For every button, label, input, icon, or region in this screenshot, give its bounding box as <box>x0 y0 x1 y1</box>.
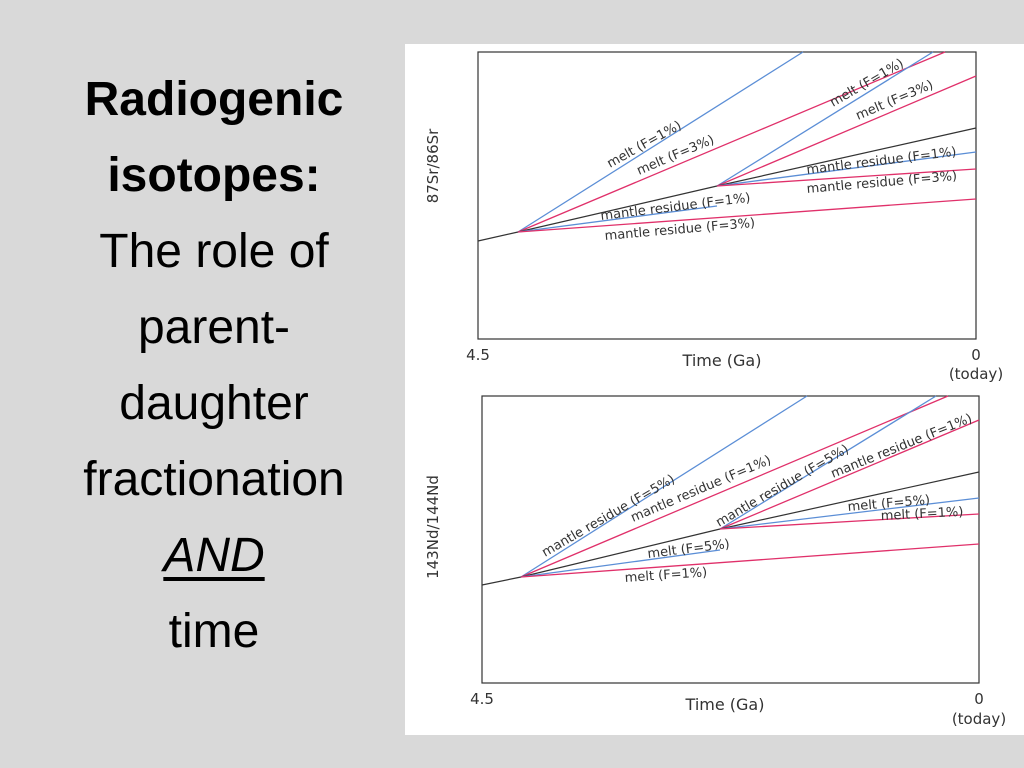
bottom-label-res2-f1: mantle residue (F=1%) <box>829 411 975 481</box>
top-res-f3-line <box>517 205 718 233</box>
bottom-x-end-sub: (today) <box>952 710 1006 728</box>
bottom-x-axis-label: Time (Ga) <box>685 695 765 714</box>
figure-svg: melt (F=1%) melt (F=3%) mantle residue (… <box>424 51 1006 728</box>
top-x-end-tick: 0 <box>971 346 981 364</box>
bottom-x-start-tick: 4.5 <box>470 690 494 708</box>
bottom-late-melt-a-line <box>719 471 980 530</box>
top-late-melt-f3-line <box>716 75 977 187</box>
top-res-f3b-line <box>517 198 977 233</box>
top-plot-frame <box>477 51 977 340</box>
bottom-melt-f5-line <box>520 549 721 578</box>
title-line-1: Radiogenic <box>84 73 344 126</box>
top-initial-line <box>477 231 519 242</box>
title-line-3: The role of <box>99 225 329 278</box>
bottom-plot-frame <box>481 395 980 684</box>
top-late-res-f1-line <box>716 127 977 187</box>
bottom-late-res-f5-line <box>719 395 937 530</box>
bottom-late-melt-f5-line <box>719 497 980 530</box>
top-y-axis-label: 87Sr/86Sr <box>424 128 442 203</box>
top-melt-f1-line <box>517 51 804 233</box>
title-line-7: AND <box>30 518 398 594</box>
bottom-x-end-tick: 0 <box>974 690 984 708</box>
and-emphasis: AND <box>163 529 265 582</box>
top-res-f1-line <box>517 185 718 233</box>
top-x-axis-label: Time (Ga) <box>682 351 762 370</box>
top-late-res-f1b-line <box>716 151 977 187</box>
title-line-2: isotopes: <box>107 149 321 202</box>
top-x-start-tick: 4.5 <box>466 346 490 364</box>
bottom-res-f5-line <box>520 395 808 578</box>
bottom-label-melt2-f5: melt (F=5%) <box>847 493 931 515</box>
top-late-melt-f1-line <box>716 51 934 187</box>
top-late-res-f3-line <box>716 168 977 187</box>
bottom-plot: mantle residue (F=5%) mantle residue (F=… <box>424 395 1006 728</box>
title-line-8: time <box>168 605 260 658</box>
title-line-5: daughter <box>119 377 309 430</box>
slide-title: Radiogenic isotopes: The role of parent-… <box>30 62 398 670</box>
bottom-label-melt2-f1: melt (F=1%) <box>880 505 963 524</box>
bottom-melt-f1-line <box>520 543 980 578</box>
bottom-late-res-f1-line <box>719 419 980 530</box>
bottom-label-melt-f5: melt (F=5%) <box>647 537 731 562</box>
title-line-6: fractionation <box>83 453 345 506</box>
bottom-initial-line <box>481 576 522 586</box>
figure-panel: melt (F=1%) melt (F=3%) mantle residue (… <box>405 44 1024 735</box>
bottom-y-axis-label: 143Nd/144Nd <box>424 475 442 579</box>
top-plot: melt (F=1%) melt (F=3%) mantle residue (… <box>424 51 1003 383</box>
top-melt-f3-line <box>517 51 946 233</box>
title-line-4: parent- <box>137 301 291 354</box>
bottom-melt-f5a-line <box>520 528 721 578</box>
bottom-label-melt-f1: melt (F=1%) <box>624 565 707 586</box>
bottom-late-melt-f1-line <box>719 513 980 530</box>
bottom-res-f1-line <box>520 395 949 578</box>
top-x-end-sub: (today) <box>949 365 1003 383</box>
